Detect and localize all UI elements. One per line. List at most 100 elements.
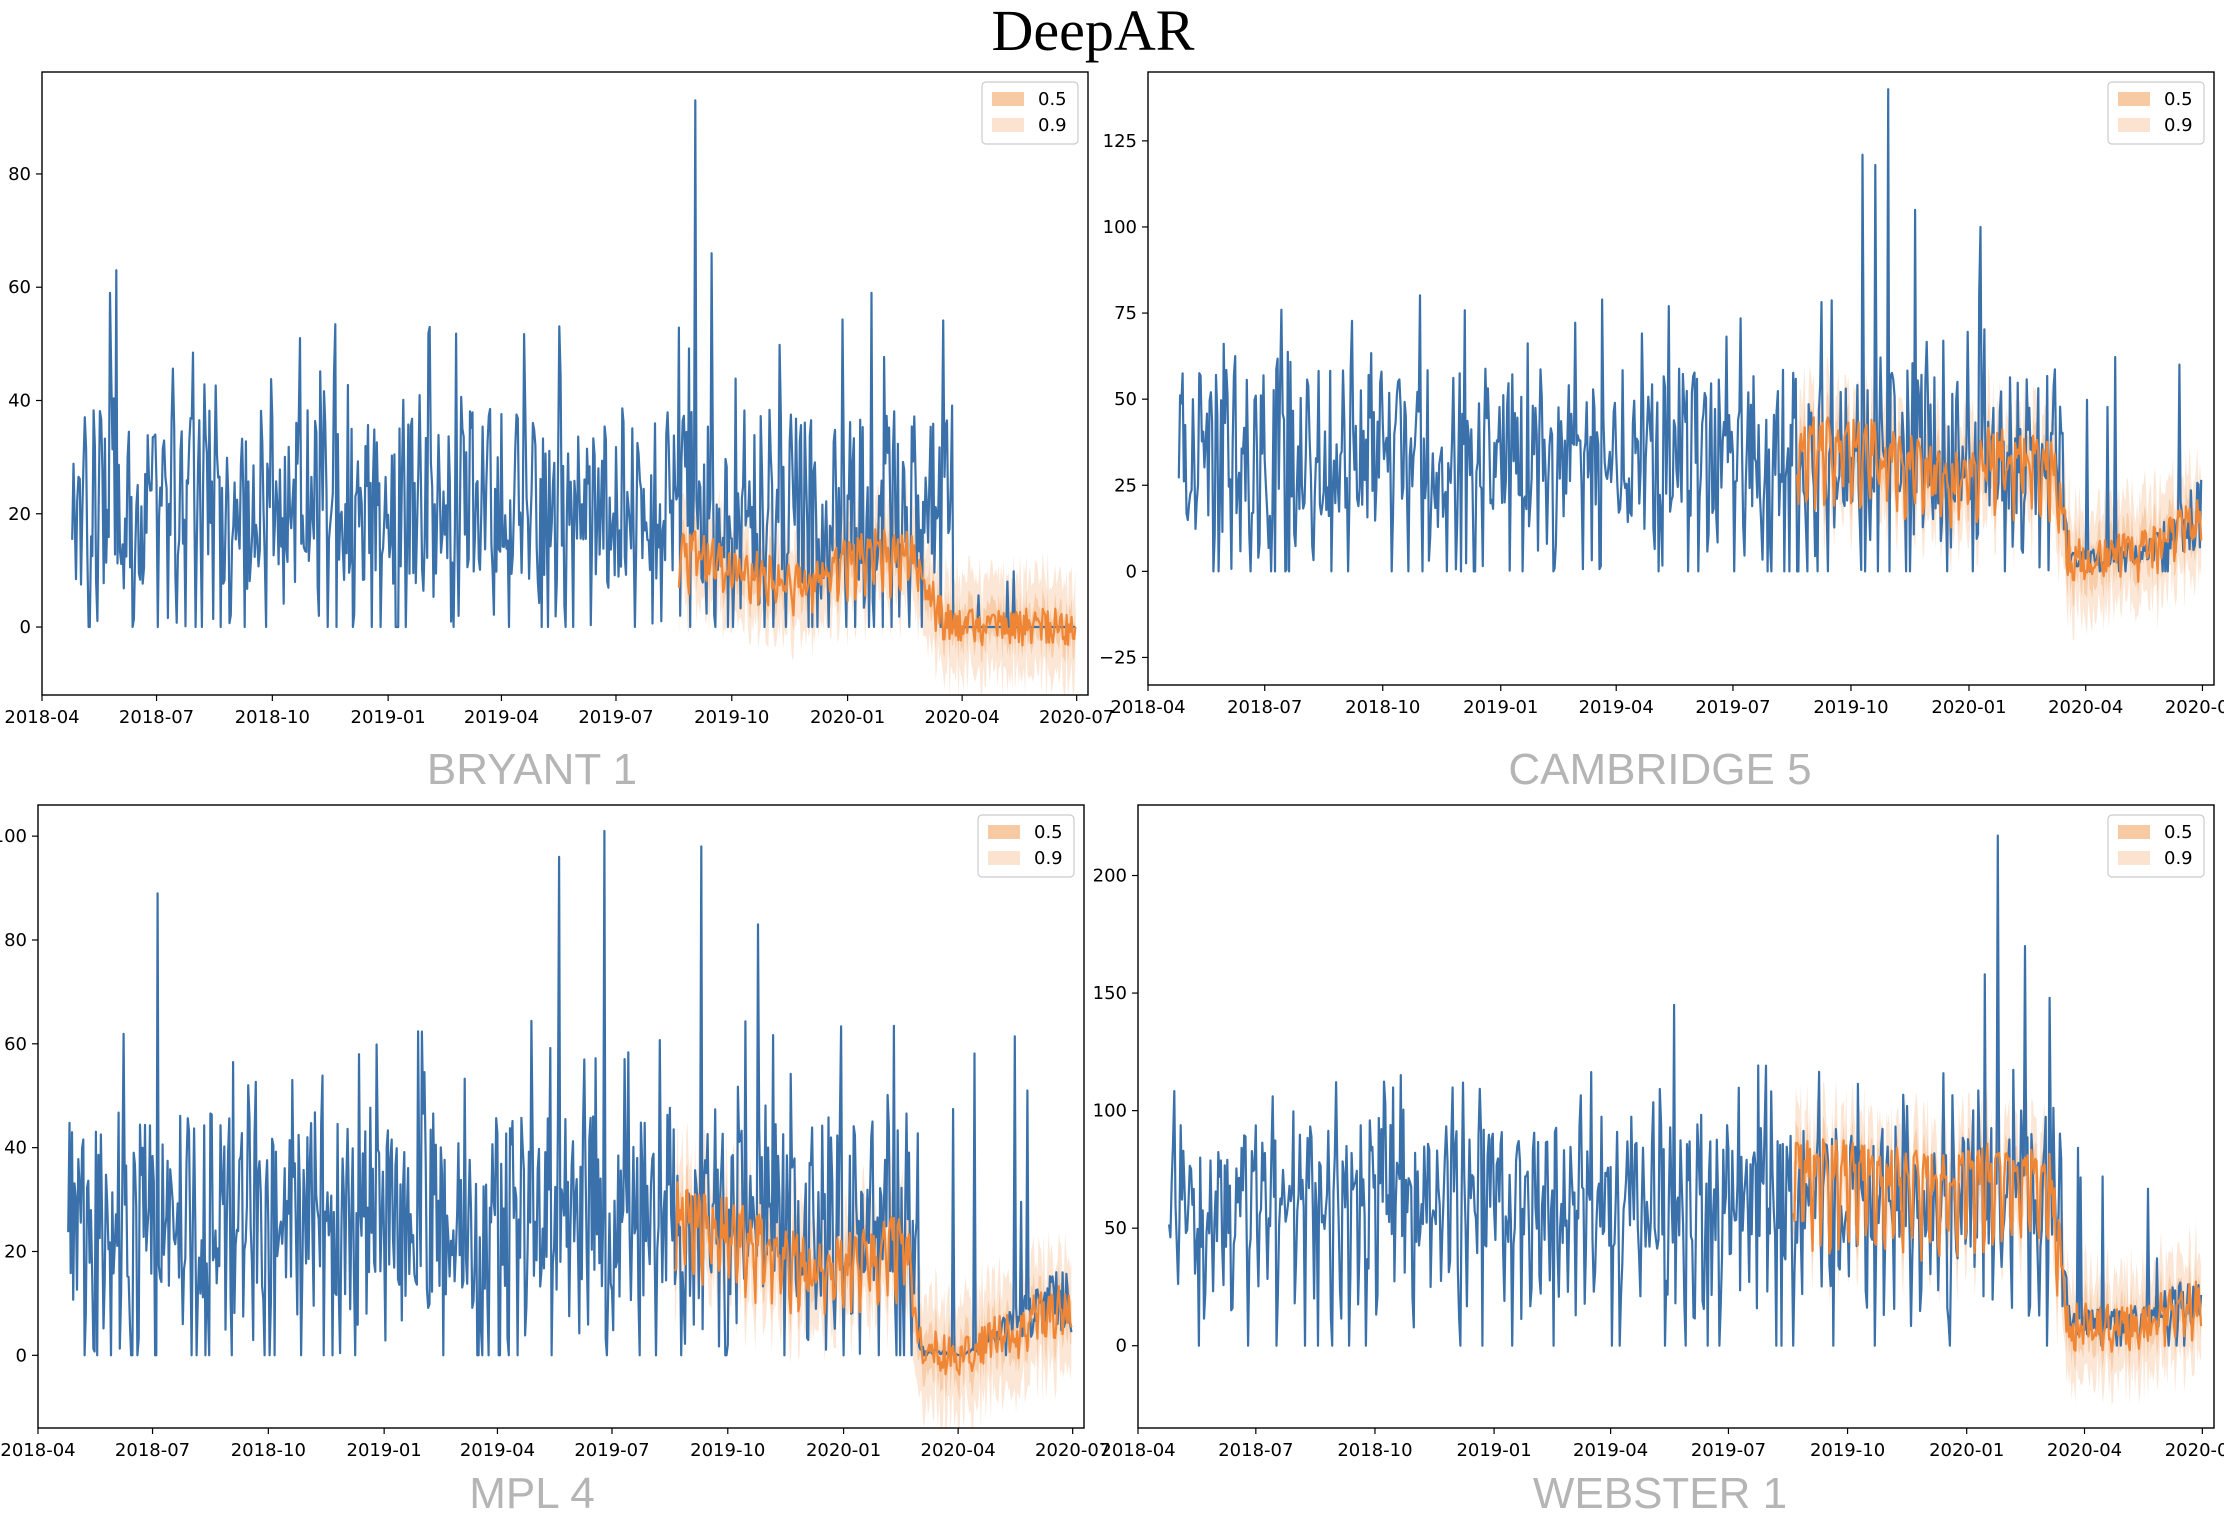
x-tick-label: 2019-04	[1579, 697, 1654, 718]
legend-label-0.5: 0.5	[2164, 89, 2193, 110]
series-median-forecast-line	[677, 528, 1077, 647]
legend-label-0.5: 0.5	[1038, 89, 1067, 110]
legend: 0.50.9	[981, 81, 1079, 145]
y-tick-label: 80	[4, 930, 27, 951]
x-tick-label: 2020-04	[2047, 1440, 2122, 1461]
x-tick-label: 2019-10	[1813, 697, 1888, 718]
legend: 0.50.9	[977, 814, 1075, 878]
plot-area	[67, 829, 1073, 1428]
legend-swatch-0.5	[992, 92, 1024, 106]
x-tick-label: 2020-01	[806, 1440, 881, 1461]
y-tick-label: 0	[1116, 1336, 1127, 1357]
x-tick-label: 2019-01	[351, 707, 426, 728]
x-tick-label: 2019-10	[690, 1440, 765, 1461]
y-tick-label: 50	[1104, 1218, 1127, 1239]
x-tick-label: 2020-07	[1035, 1440, 1110, 1461]
panel-mpl-4: 0 20 40 60 80 100 2018-04 2018-07 2018-10 2019-01…	[0, 804, 1110, 1461]
panel-webster-1: 0 50 100 150 200 2018-04 2018-07 2018-10 2019-01…	[1093, 804, 2224, 1461]
y-tick-label: 0	[16, 1345, 27, 1366]
x-tick-label: 2019-10	[1810, 1440, 1885, 1461]
x-tick-label: 2018-04	[4, 707, 79, 728]
y-tick-label: 150	[1093, 983, 1127, 1004]
x-tick-label: 2020-04	[2048, 697, 2123, 718]
plot-area	[1168, 834, 2203, 1406]
x-tick-label: 2020-07	[2165, 697, 2224, 718]
plot-frame	[1147, 71, 2215, 686]
y-tick-label: 20	[8, 504, 31, 525]
plot-frame	[41, 71, 1089, 696]
panel-title-webster-1: WEBSTER 1	[1533, 1469, 1787, 1518]
panel-bryant-1: 0 20 40 60 80 2018-04 2018-07 2018-10 2019-01 201…	[4, 71, 1114, 728]
series-median-forecast-line	[1792, 1138, 2203, 1353]
x-tick-label: 2018-07	[119, 707, 194, 728]
x-tick-label: 2018-04	[1110, 697, 1185, 718]
legend-swatch-0.9	[2118, 851, 2150, 865]
series-history-line	[1177, 88, 2203, 573]
legend-label-0.9: 0.9	[1034, 848, 1063, 869]
legend-label-0.5: 0.5	[2164, 822, 2193, 843]
x-tick-label: 2020-01	[1929, 1440, 2004, 1461]
legend-swatch-0.9	[992, 118, 1024, 132]
panel-title-bryant-1: BRYANT 1	[427, 745, 637, 794]
y-tick-label: 40	[4, 1138, 27, 1159]
x-tick-label: 2019-07	[578, 707, 653, 728]
plot-area	[1177, 88, 2203, 641]
y-tick-label: 200	[1093, 866, 1127, 887]
y-tick-label: 75	[1114, 303, 1137, 324]
figure-title: DeepAR	[992, 0, 1195, 63]
series-history-line	[1168, 834, 2203, 1347]
x-tick-label: 2019-10	[694, 707, 769, 728]
y-tick-label: −25	[1099, 647, 1137, 668]
y-tick-label: 100	[1093, 1101, 1127, 1122]
y-tick-label: 125	[1103, 131, 1137, 152]
y-tick-label: 60	[4, 1034, 27, 1055]
x-tick-label: 2018-10	[1337, 1440, 1412, 1461]
legend-swatch-0.9	[2118, 118, 2150, 132]
x-tick-label: 2018-07	[115, 1440, 190, 1461]
plot-area	[71, 99, 1077, 695]
y-tick-label: 25	[1114, 475, 1137, 496]
legend-label-0.9: 0.9	[2164, 848, 2193, 869]
x-tick-label: 2020-04	[921, 1440, 996, 1461]
series-history-line	[71, 99, 1076, 629]
x-tick-label: 2019-07	[1695, 697, 1770, 718]
x-tick-label: 2018-07	[1227, 697, 1302, 718]
x-tick-label: 2019-07	[1691, 1440, 1766, 1461]
legend-swatch-0.5	[2118, 825, 2150, 839]
plot-frame	[1137, 804, 2215, 1429]
y-tick-label: 40	[8, 390, 31, 411]
x-tick-label: 2020-01	[810, 707, 885, 728]
panel-cambridge-5: −25 0 25 50 75 100 125 2018-04 2018-07 2018-10 201…	[1099, 71, 2224, 718]
x-tick-label: 2018-10	[1345, 697, 1420, 718]
x-tick-label: 2019-01	[1463, 697, 1538, 718]
y-tick-label: 20	[4, 1241, 27, 1262]
x-tick-label: 2018-04	[1100, 1440, 1175, 1461]
y-tick-label: 0	[1126, 561, 1137, 582]
panel-title-mpl-4: MPL 4	[469, 1469, 595, 1518]
legend-label-0.9: 0.9	[2164, 115, 2193, 136]
y-tick-label: 50	[1114, 389, 1137, 410]
x-tick-label: 2018-10	[231, 1440, 306, 1461]
x-tick-label: 2020-04	[925, 707, 1000, 728]
legend-label-0.5: 0.5	[1034, 822, 1063, 843]
x-tick-label: 2020-07	[2165, 1440, 2224, 1461]
legend-swatch-0.9	[988, 851, 1020, 865]
legend-swatch-0.5	[988, 825, 1020, 839]
y-tick-label: 80	[8, 164, 31, 185]
x-tick-label: 2019-01	[347, 1440, 422, 1461]
legend: 0.50.9	[2107, 814, 2205, 878]
x-tick-label: 2018-04	[0, 1440, 75, 1461]
x-tick-label: 2018-10	[235, 707, 310, 728]
y-tick-label: 100	[0, 826, 27, 847]
plot-frame	[37, 804, 1085, 1429]
x-tick-label: 2019-04	[464, 707, 539, 728]
x-tick-label: 2020-07	[1039, 707, 1114, 728]
legend: 0.50.9	[2107, 81, 2205, 145]
y-tick-label: 0	[20, 617, 31, 638]
x-tick-label: 2019-07	[574, 1440, 649, 1461]
x-tick-label: 2019-04	[1573, 1440, 1648, 1461]
legend-swatch-0.5	[2118, 92, 2150, 106]
panel-title-cambridge-5: CAMBRIDGE 5	[1508, 745, 1811, 794]
x-tick-label: 2020-01	[1931, 697, 2006, 718]
